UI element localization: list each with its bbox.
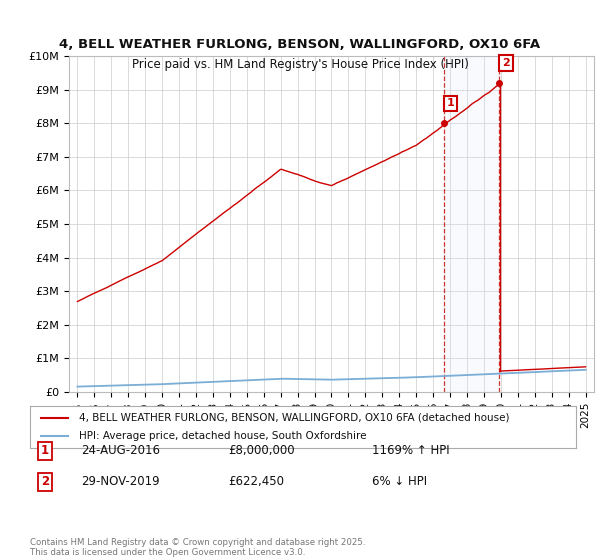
Text: Price paid vs. HM Land Registry's House Price Index (HPI): Price paid vs. HM Land Registry's House … bbox=[131, 58, 469, 71]
Text: 6% ↓ HPI: 6% ↓ HPI bbox=[372, 475, 427, 488]
Text: 1: 1 bbox=[41, 444, 49, 458]
Bar bbox=[444, 56, 499, 392]
Text: 2: 2 bbox=[502, 58, 510, 68]
Text: 29-NOV-2019: 29-NOV-2019 bbox=[81, 475, 160, 488]
Text: Contains HM Land Registry data © Crown copyright and database right 2025.
This d: Contains HM Land Registry data © Crown c… bbox=[30, 538, 365, 557]
Text: 4, BELL WEATHER FURLONG, BENSON, WALLINGFORD, OX10 6FA (detached house): 4, BELL WEATHER FURLONG, BENSON, WALLING… bbox=[79, 413, 509, 423]
Text: £622,450: £622,450 bbox=[228, 475, 284, 488]
Text: HPI: Average price, detached house, South Oxfordshire: HPI: Average price, detached house, Sout… bbox=[79, 431, 367, 441]
Text: £8,000,000: £8,000,000 bbox=[228, 444, 295, 458]
Text: 1: 1 bbox=[446, 99, 454, 109]
Text: 24-AUG-2016: 24-AUG-2016 bbox=[81, 444, 160, 458]
Text: 1169% ↑ HPI: 1169% ↑ HPI bbox=[372, 444, 449, 458]
Text: 2: 2 bbox=[41, 475, 49, 488]
Text: 4, BELL WEATHER FURLONG, BENSON, WALLINGFORD, OX10 6FA: 4, BELL WEATHER FURLONG, BENSON, WALLING… bbox=[59, 38, 541, 52]
